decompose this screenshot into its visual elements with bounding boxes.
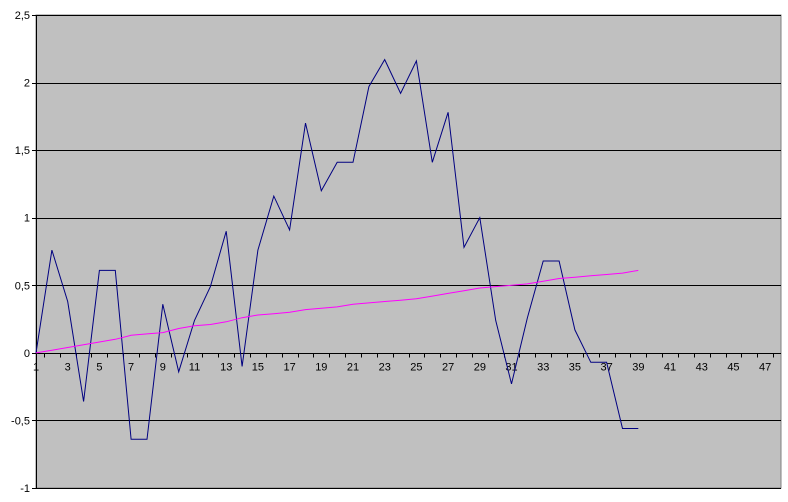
x-tick-label: 5 xyxy=(96,362,102,374)
y-tick-labels: -1 -0,5 0 0,5 1 1,5 2 2,5 xyxy=(11,10,30,495)
x-tick-label: 25 xyxy=(410,362,422,374)
x-tick-label: 11 xyxy=(189,362,200,374)
gridlines xyxy=(36,15,781,489)
x-tick-label: 17 xyxy=(283,362,295,374)
plot-area xyxy=(35,14,782,489)
x-tick-label: 33 xyxy=(537,362,549,374)
y-tick-label: 1 xyxy=(24,213,30,225)
x-tick-label: 1 xyxy=(33,362,39,374)
series-lines xyxy=(35,58,639,440)
x-tick-label: 47 xyxy=(759,362,771,374)
x-tick-label: 27 xyxy=(442,362,454,374)
x-tick-label: 13 xyxy=(220,362,232,374)
x-tick-label: 37 xyxy=(601,362,613,374)
x-tick-label: 7 xyxy=(128,362,134,374)
y-tick-label: -1 xyxy=(20,483,30,495)
x-tick-label: 19 xyxy=(315,362,327,374)
x-tick-label: 43 xyxy=(696,362,708,374)
x-tick-label: 29 xyxy=(474,362,486,374)
x-tick-label: 41 xyxy=(664,362,676,374)
series-1-line xyxy=(35,58,639,440)
x-tick-label: 9 xyxy=(160,362,166,374)
x-tick-label: 15 xyxy=(252,362,264,374)
series-2-line xyxy=(35,269,639,354)
x-tick-label: 21 xyxy=(347,362,359,374)
y-tick-label: 2 xyxy=(24,78,30,90)
y-tick-label: -0,5 xyxy=(11,415,30,427)
y-tick-label: 0 xyxy=(24,348,30,360)
x-tick-label: 3 xyxy=(65,362,71,374)
y-tick-label: 2,5 xyxy=(15,10,30,22)
y-tick-label: 0,5 xyxy=(15,280,30,292)
x-tick-label: 45 xyxy=(727,362,739,374)
x-tick-label: 23 xyxy=(379,362,391,374)
x-tick-label: 35 xyxy=(569,362,581,374)
x-tick-labels: 1 3 5 7 9 11 13 15 17 19 21 23 25 27 29 31 33 35 37 39 41 43 4… xyxy=(33,362,771,374)
x-tick-label: 39 xyxy=(632,362,644,374)
y-tick-label: 1,5 xyxy=(15,145,30,157)
